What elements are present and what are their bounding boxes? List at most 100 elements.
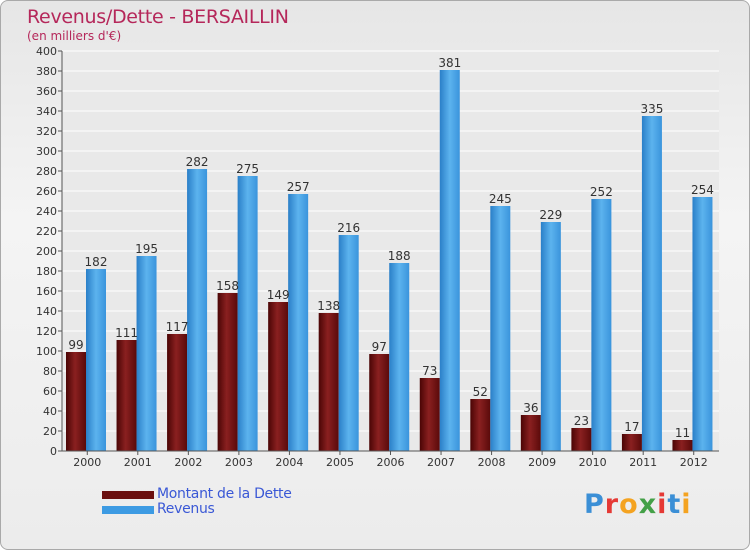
bar-revenus [490, 206, 511, 451]
data-labels: 99 182 111 195 117 282 158 275 149 257 138 216 97 188… [68, 56, 714, 440]
y-tick-label: 180 [36, 265, 57, 278]
y-tick-label: 80 [43, 365, 57, 378]
y-tick-label: 60 [43, 385, 57, 398]
bar-revenus [692, 197, 713, 451]
bar-revenus [86, 269, 106, 451]
x-tick-label: 2005 [326, 456, 354, 469]
bar-revenus [540, 222, 561, 451]
bar-revenus [338, 235, 359, 451]
legend-swatch-dette [102, 491, 154, 499]
data-label-revenus: 254 [691, 183, 714, 197]
data-label-revenus: 252 [590, 185, 613, 199]
legend-label-dette: Montant de la Dette [157, 486, 292, 502]
x-axis: 2000 2001 2002 2003 2004 2005 2006 2007 2008 2009… [62, 450, 719, 469]
data-label-dette: 158 [216, 279, 239, 293]
bar-revenus [389, 263, 410, 451]
data-label-dette: 11 [675, 426, 690, 440]
data-label-revenus: 335 [640, 102, 663, 116]
y-tick-label: 200 [36, 245, 57, 258]
data-label-revenus: 245 [489, 192, 512, 206]
bar-dette [268, 302, 289, 451]
data-label-revenus: 282 [186, 155, 209, 169]
bar-dette [116, 340, 137, 451]
y-tick-label: 0 [50, 445, 57, 458]
y-tick-label: 300 [36, 145, 57, 158]
x-tick-label: 2011 [629, 456, 657, 469]
data-label-dette: 36 [523, 401, 538, 415]
data-label-dette: 149 [267, 288, 290, 302]
data-label-revenus: 275 [236, 162, 259, 176]
bar-dette [369, 354, 390, 451]
data-label-dette: 111 [115, 326, 138, 340]
bar-revenus [641, 116, 662, 451]
bars [66, 70, 713, 451]
chart-subtitle: (en milliers d'€) [27, 29, 122, 43]
data-label-revenus: 229 [539, 208, 562, 222]
x-tick-label: 2008 [478, 456, 506, 469]
bar-revenus [237, 176, 258, 451]
bar-dette [571, 428, 592, 451]
data-label-dette: 99 [68, 338, 83, 352]
data-label-dette: 97 [372, 340, 387, 354]
y-tick-label: 160 [36, 285, 57, 298]
proxiti-logo: Proxiti [584, 489, 692, 520]
legend-label-revenus: Revenus [157, 501, 215, 517]
y-tick-label: 40 [43, 405, 57, 418]
y-tick-label: 360 [36, 85, 57, 98]
y-tick-label: 380 [36, 65, 57, 78]
data-label-dette: 138 [317, 299, 340, 313]
bar-revenus [439, 70, 460, 451]
bar-revenus [591, 199, 612, 451]
logo-letter: P [584, 489, 605, 520]
x-tick-label: 2001 [124, 456, 152, 469]
bar-dette [672, 440, 693, 451]
y-tick-label: 320 [36, 125, 57, 138]
data-label-revenus: 188 [388, 249, 411, 263]
bar-dette [419, 378, 440, 451]
legend-swatch-revenus [102, 506, 154, 514]
y-axis: 0 20 40 60 80 100 120 140 160 180 200 220 240 260 280 3… [36, 45, 63, 458]
x-tick-label: 2007 [427, 456, 455, 469]
data-label-revenus: 381 [438, 56, 461, 70]
logo-letter: i [681, 489, 692, 520]
logo-letter: o [619, 489, 639, 520]
data-label-revenus: 182 [85, 255, 108, 269]
x-tick-label: 2009 [528, 456, 556, 469]
logo-letter: x [638, 489, 658, 520]
data-label-revenus: 257 [287, 180, 310, 194]
y-tick-label: 140 [36, 305, 57, 318]
y-tick-label: 280 [36, 165, 57, 178]
logo-letter: t [667, 489, 682, 520]
x-tick-label: 2012 [680, 456, 708, 469]
bar-revenus [187, 169, 208, 451]
x-tick-label: 2002 [174, 456, 202, 469]
bar-dette [167, 334, 188, 451]
y-tick-label: 240 [36, 205, 57, 218]
data-label-dette: 73 [422, 364, 437, 378]
chart-title: Revenus/Dette - BERSAILLIN [27, 6, 289, 28]
bar-dette [520, 415, 541, 451]
y-tick-label: 400 [36, 45, 57, 58]
logo-letter: i [657, 489, 668, 520]
bar-revenus [136, 256, 157, 451]
data-label-dette: 117 [166, 320, 189, 334]
x-tick-label: 2000 [73, 456, 101, 469]
bar-revenus [288, 194, 309, 451]
y-tick-label: 260 [36, 185, 57, 198]
data-label-dette: 52 [473, 385, 488, 399]
data-label-dette: 23 [574, 414, 589, 428]
bar-dette [318, 313, 339, 451]
data-label-revenus: 195 [135, 242, 158, 256]
x-tick-label: 2004 [275, 456, 303, 469]
data-label-revenus: 216 [337, 221, 360, 235]
y-tick-label: 220 [36, 225, 57, 238]
y-tick-label: 340 [36, 105, 57, 118]
bar-dette [66, 352, 86, 451]
y-tick-label: 120 [36, 325, 57, 338]
bar-dette [217, 293, 238, 451]
y-tick-label: 100 [36, 345, 57, 358]
y-tick-label: 20 [43, 425, 57, 438]
data-label-dette: 17 [624, 420, 639, 434]
